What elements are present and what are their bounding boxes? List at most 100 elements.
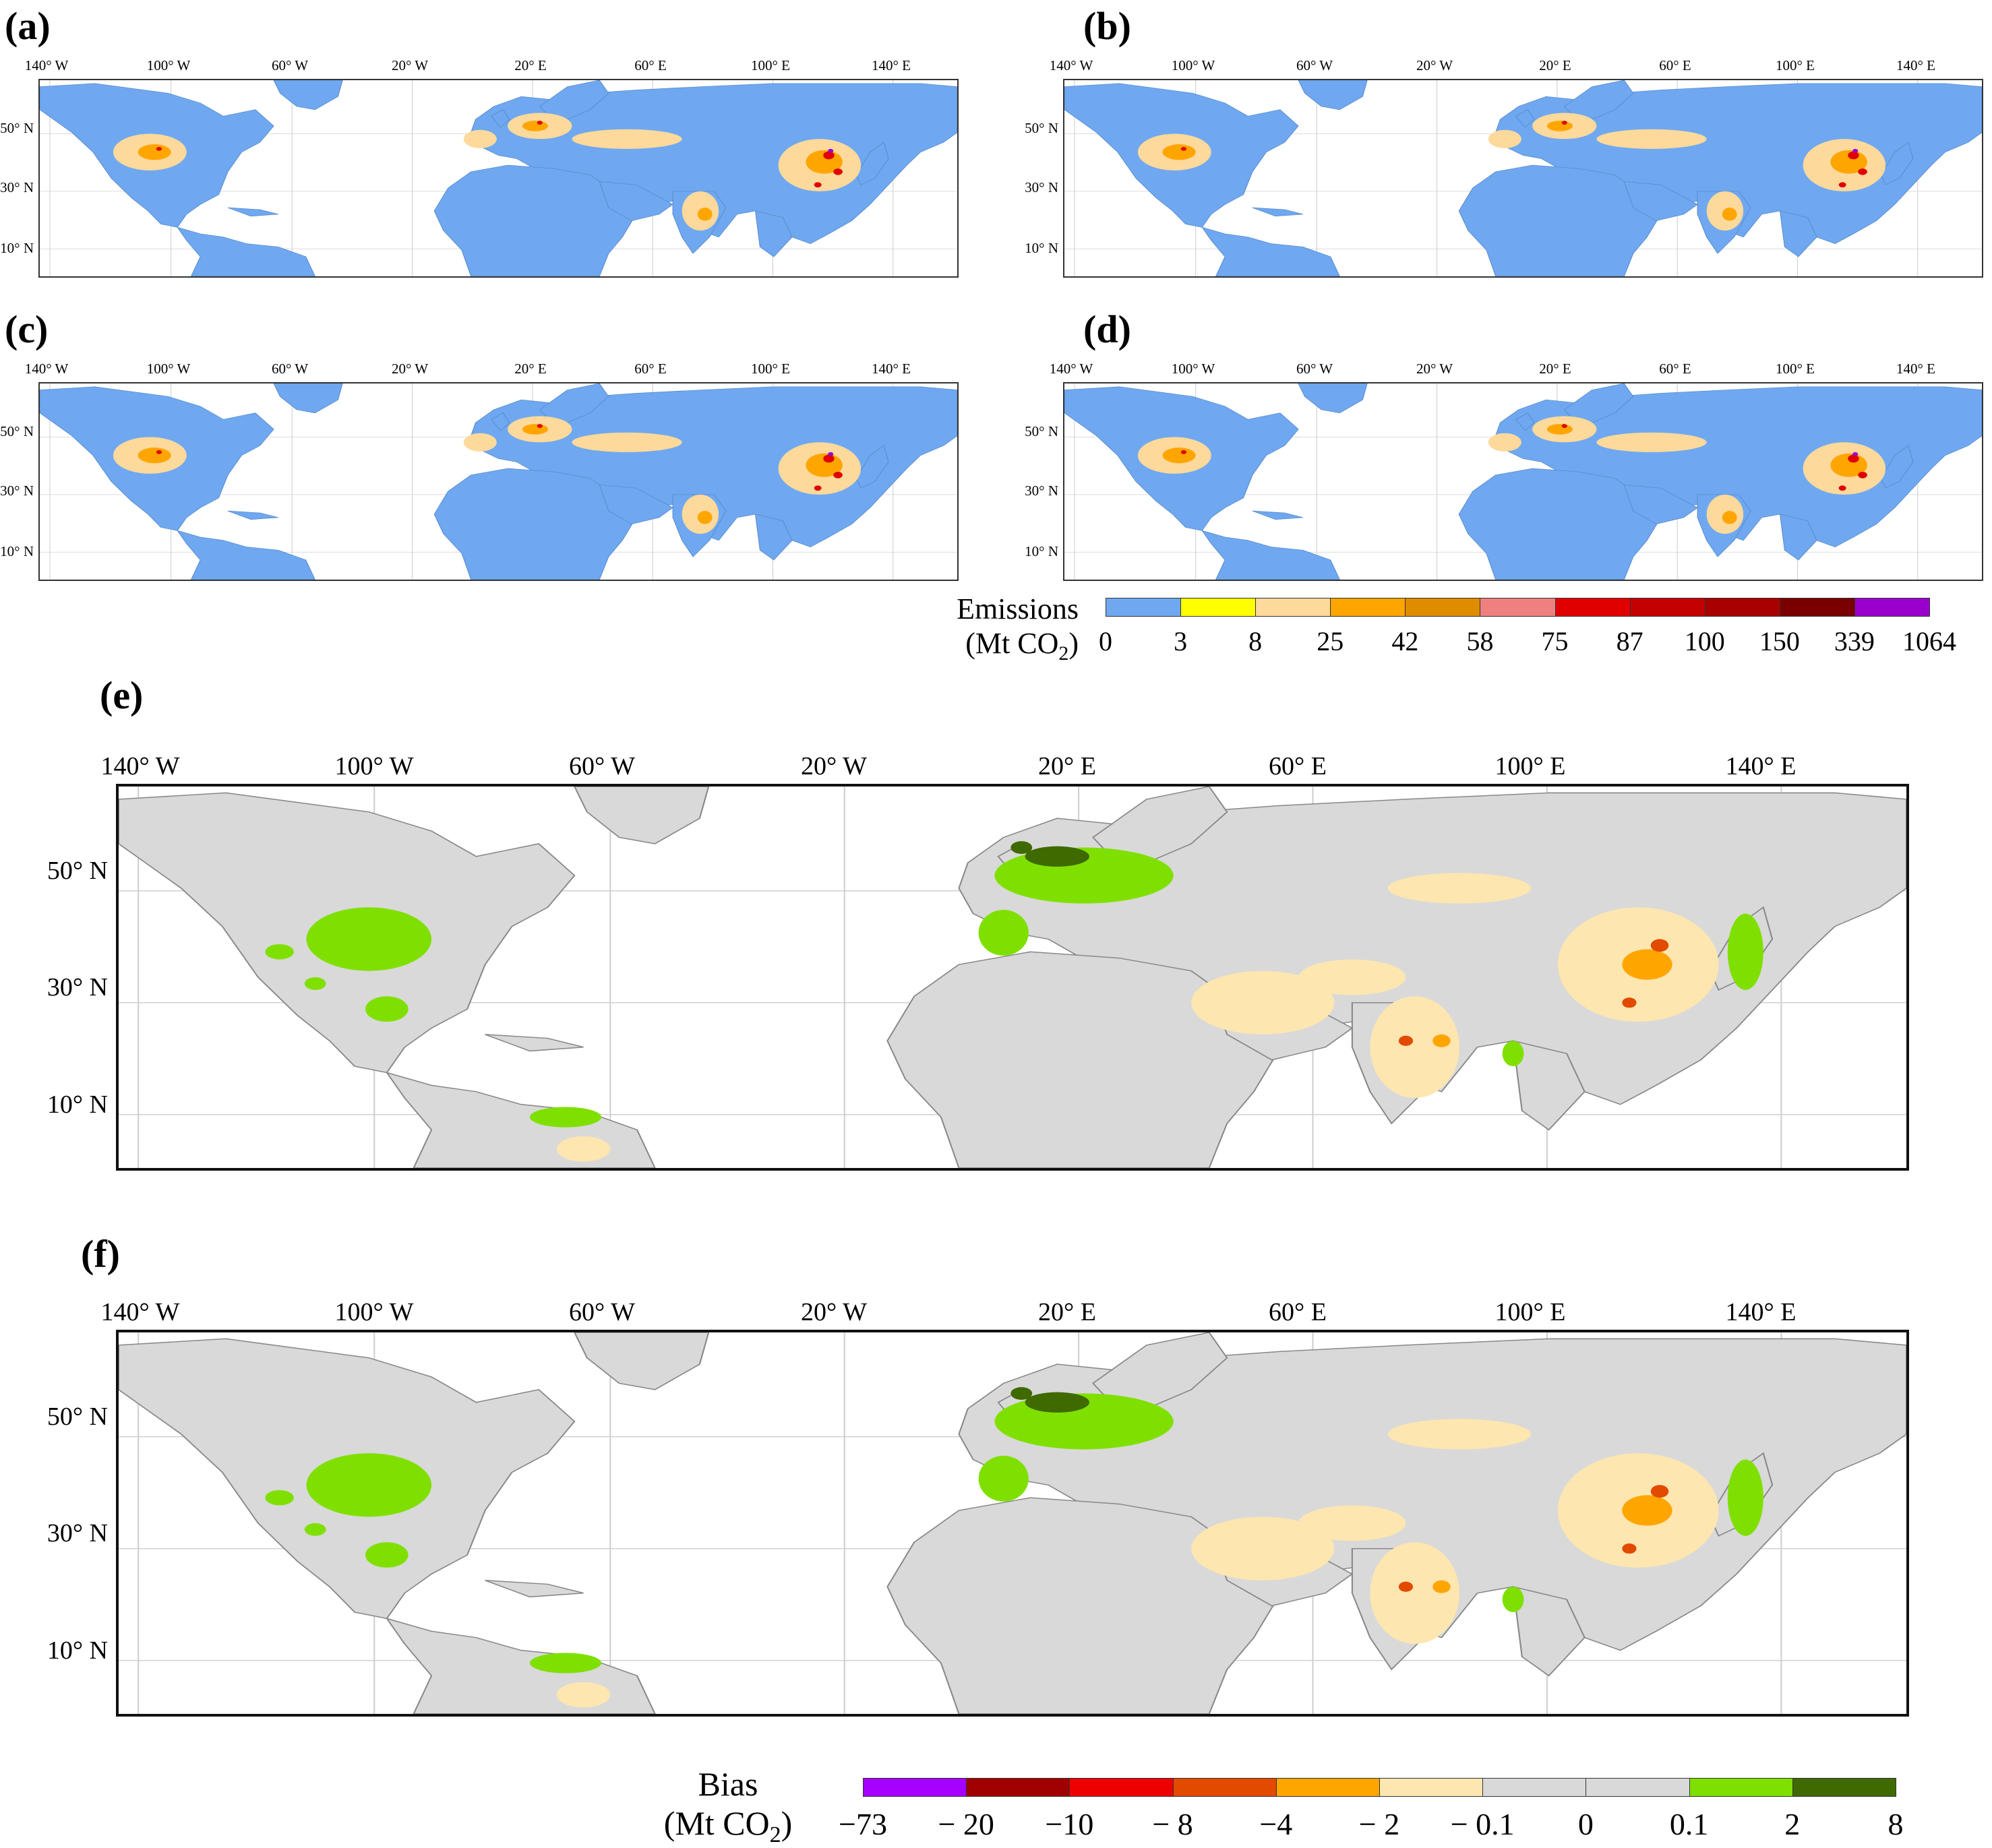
colorbar-tick-label: −10 [1045,1807,1094,1841]
map-panel-c: 140° W 100° W 60° W 20° W 20° E 60° E 10… [0,303,998,586]
colorbar-segment [1629,598,1706,617]
lon-label: 20° E [514,361,547,377]
lon-label: 60° W [271,57,309,73]
panel-label-d: (d) [1083,307,1131,351]
colorbar-tick-label: − 2 [1358,1807,1400,1841]
panel-label-f: (f) [81,1232,120,1276]
colorbar-tick-label: 58 [1466,626,1494,656]
colorbar-tick-label: − 0.1 [1450,1807,1515,1841]
lon-label: 100° W [146,361,191,377]
colorbar-segment [1689,1778,1793,1797]
colorbar-tick-label: 75 [1541,626,1569,656]
lon-label: 60° E [1659,361,1691,377]
colorbar-segment [1069,1778,1174,1797]
lon-label: 20° E [1539,361,1571,377]
lon-label: 60° W [271,361,309,377]
lon-label: 20° E [1038,1298,1096,1326]
colorbar-tick-label: 25 [1317,626,1344,656]
bias-colorbar [863,1778,1896,1797]
bias-map-e [116,784,1909,1171]
colorbar-segment [1405,598,1481,617]
colorbar-segment [1106,598,1182,617]
lon-label: 20° W [801,1298,867,1326]
colorbar-tick-label: − 8 [1152,1807,1193,1841]
colorbar-segment [1704,598,1780,617]
colorbar-tick-label: 0.1 [1669,1807,1709,1841]
lon-label: 100° E [1495,752,1566,780]
lat-label: 30° N [1025,483,1058,499]
lat-label: 30° N [1025,179,1058,195]
colorbar-tick-label: 0 [1099,626,1112,656]
map-panel-e: 140° W 100° W 60° W 20° W 20° E 60° E 10… [0,721,1992,1179]
bias-colorbar-ticks: −73 − 20 −10 − 8 −4 − 2 − 0.1 0 0.1 2 8 [839,1806,1903,1844]
lon-label: 60° W [569,1298,635,1326]
lon-label: 60° W [1296,57,1333,73]
lon-label: 100° W [1171,57,1215,73]
lat-label: 10° N [47,1636,108,1665]
lat-label: 10° N [1025,543,1058,559]
panel-label-c: (c) [5,307,49,351]
lat-label: 30° N [47,1519,108,1547]
lon-label: 140° E [872,57,911,73]
lat-label: 50° N [47,857,108,885]
lon-label: 20° E [1038,752,1096,780]
colorbar-tick-label: 2 [1784,1807,1801,1841]
emissions-map-a [38,79,959,278]
colorbar-tick-label: 42 [1391,626,1419,656]
lon-label: 20° W [1416,361,1453,377]
lat-label: 30° N [0,179,34,195]
lon-label: 60° E [1269,1298,1327,1326]
lon-label: 20° W [391,57,429,73]
lon-label: 100° W [334,752,414,780]
bias-map-f [116,1330,1909,1717]
map-panel-d: 140° W 100° W 60° W 20° W 20° E 60° E 10… [1025,303,1992,586]
emissions-map-b [1063,79,1983,278]
lat-label: 10° N [47,1090,108,1119]
lon-label: 100° E [1495,1298,1566,1326]
colorbar-segment [1330,598,1406,617]
colorbar-segment [1172,1778,1277,1797]
colorbar-tick-label: 3 [1174,626,1188,656]
emissions-colorbar [1106,598,1930,617]
lon-label: 20° W [801,752,867,780]
lon-label: 140° W [1049,361,1093,377]
lon-label: 100° E [1776,361,1815,377]
lon-label: 100° E [751,57,790,73]
lon-label: 100° E [1776,57,1815,73]
colorbar-tick-label: 100 [1684,626,1725,656]
lon-label: 140° E [1725,1298,1797,1326]
lon-label: 140° W [100,1298,180,1326]
lon-label: 100° W [146,57,191,73]
lon-label: 100° E [751,361,790,377]
lon-label: 60° E [634,361,667,377]
colorbar-segment [1555,598,1631,617]
map-panel-a: 140° W 100° W 60° W 20° W 20° E 60° E 10… [0,0,998,283]
lon-label: 100° W [1171,361,1215,377]
lon-label: 60° W [1296,361,1333,377]
colorbar-segment [1586,1778,1690,1797]
lat-label: 50° N [0,120,34,136]
lat-label: 50° N [0,423,34,439]
panel-label-b: (b) [1083,4,1131,48]
lon-label: 100° W [334,1298,414,1326]
colorbar-segment [1255,598,1331,617]
lon-label: 140° W [1049,57,1093,73]
colorbar-segment [1275,1778,1380,1797]
colorbar-tick-label: 8 [1248,626,1263,656]
lon-label: 20° E [514,57,547,73]
colorbar-segment [966,1778,1070,1797]
lat-label: 30° N [0,483,34,499]
lat-label: 50° N [47,1403,108,1431]
panel-label-e: (e) [100,673,144,717]
lat-label: 10° N [0,240,34,256]
colorbar-segment [1854,598,1930,617]
colorbar-segment [1779,598,1855,617]
lon-label: 140° E [1896,57,1935,73]
lon-label: 140° E [1725,752,1797,780]
colorbar-tick-label: − 20 [938,1807,994,1841]
colorbar-tick-label: 87 [1616,626,1643,656]
lon-label: 140° W [24,57,69,73]
lon-label: 60° E [634,57,667,73]
lat-label: 50° N [1025,120,1058,136]
colorbar-segment [1792,1778,1896,1797]
